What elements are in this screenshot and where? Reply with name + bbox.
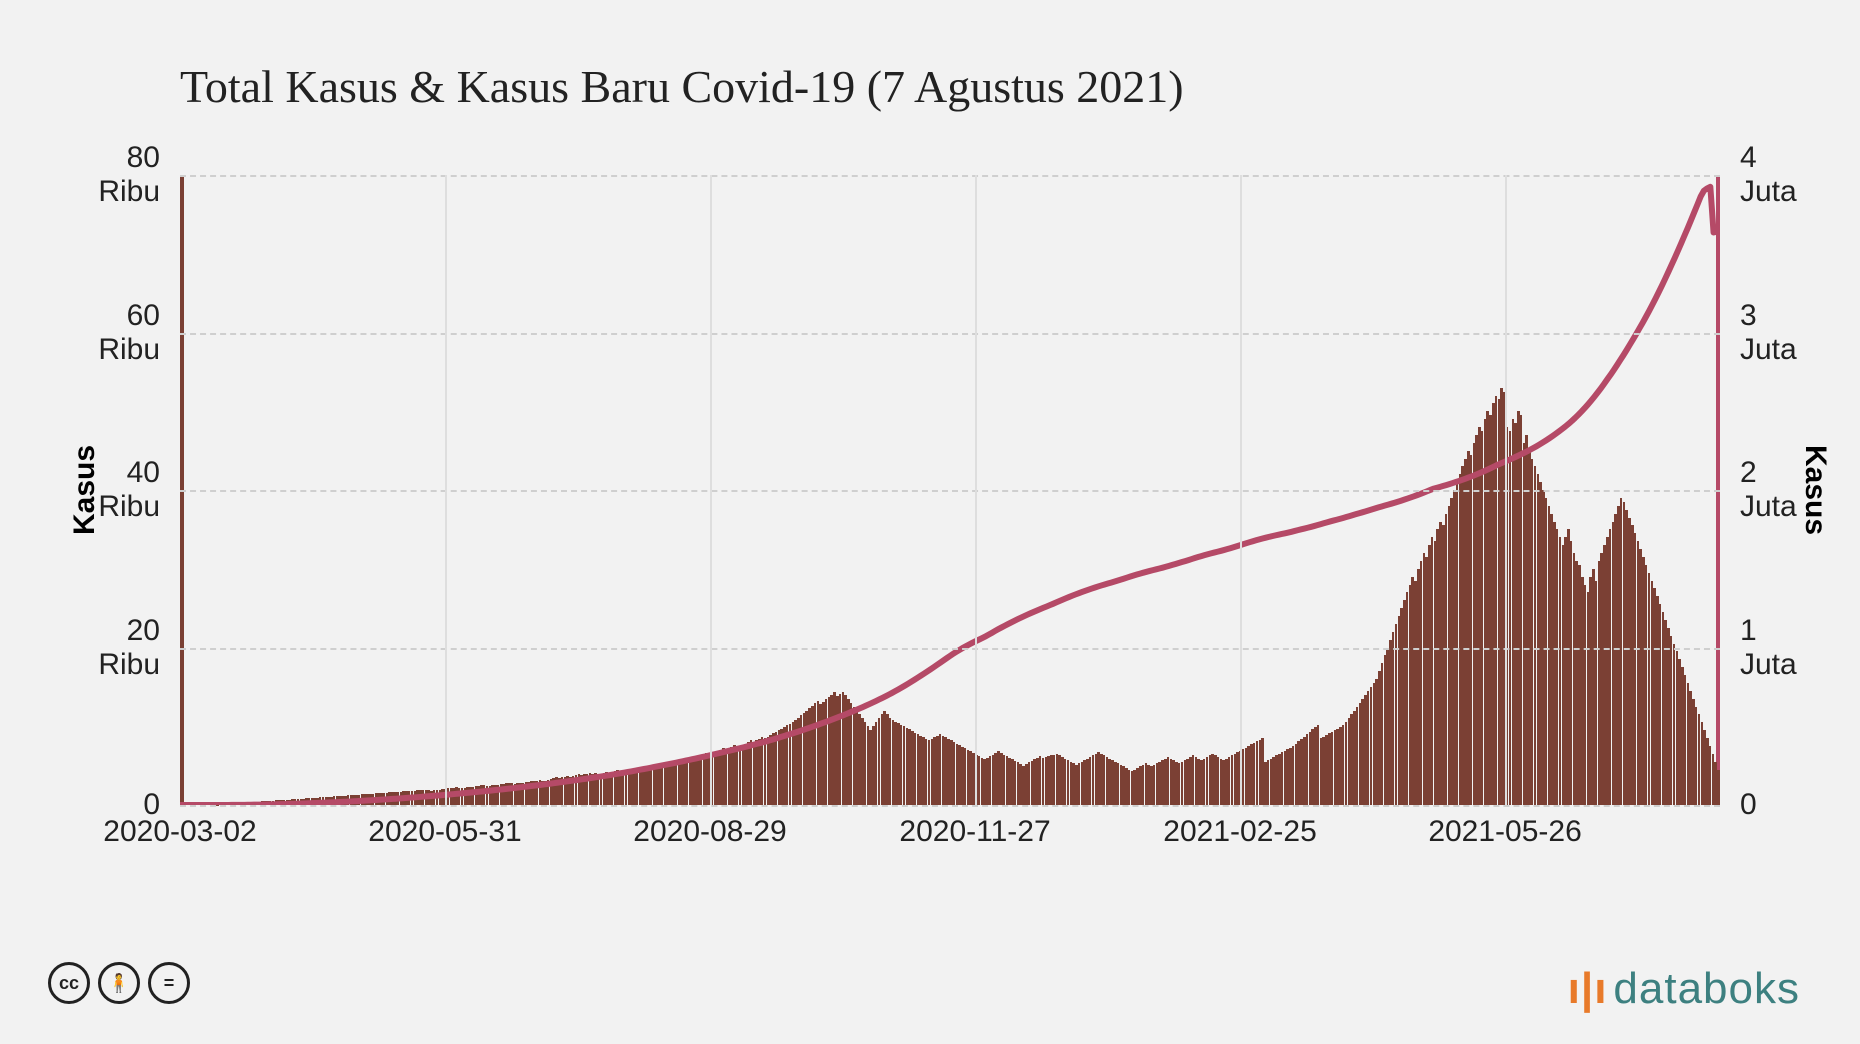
y-left-tick-label: 20 Ribu <box>98 614 160 682</box>
gridline-v <box>710 175 712 805</box>
y-right-axis-title: Kasus <box>1798 445 1832 535</box>
gridline-h <box>180 805 1720 807</box>
gridline-h <box>180 175 1720 177</box>
y-right-tick-label: 3 Juta <box>1740 299 1797 367</box>
gridline-h <box>180 490 1720 492</box>
databoks-logo: ı|ıdataboks <box>1568 964 1800 1014</box>
y-right-tick-label: 1 Juta <box>1740 614 1797 682</box>
gridline-v <box>1505 175 1507 805</box>
x-tick-label: 2020-03-02 <box>103 815 256 849</box>
license-badges: cc 🧍 = <box>48 962 190 1004</box>
gridline-v <box>1240 175 1242 805</box>
y-left-tick-label: 40 Ribu <box>98 456 160 524</box>
plot-area: 020 Ribu40 Ribu60 Ribu80 Ribu01 Juta2 Ju… <box>180 175 1720 805</box>
gridline-h <box>180 333 1720 335</box>
x-tick-label: 2021-02-25 <box>1163 815 1316 849</box>
y-right-tick-label: 4 Juta <box>1740 141 1797 209</box>
x-tick-label: 2020-08-29 <box>633 815 786 849</box>
x-tick-label: 2020-05-31 <box>368 815 521 849</box>
cc-nd-icon: = <box>148 962 190 1004</box>
y-right-tick-label: 0 <box>1740 788 1757 822</box>
gridline-v <box>975 175 977 805</box>
gridline-h <box>180 648 1720 650</box>
y-left-axis-title: Kasus <box>68 445 102 535</box>
cc-icon: cc <box>48 962 90 1004</box>
gridline-v <box>445 175 447 805</box>
cc-by-icon: 🧍 <box>98 962 140 1004</box>
y-left-tick-label: 60 Ribu <box>98 299 160 367</box>
y-right-tick-label: 2 Juta <box>1740 456 1797 524</box>
y-left-tick-label: 80 Ribu <box>98 141 160 209</box>
cumulative-line <box>180 187 1720 805</box>
logo-text: databoks <box>1613 964 1800 1013</box>
x-tick-label: 2020-11-27 <box>899 815 1050 849</box>
x-tick-label: 2021-05-26 <box>1428 815 1581 849</box>
logo-glyph-icon: ı|ı <box>1568 964 1608 1013</box>
chart-area: 020 Ribu40 Ribu60 Ribu80 Ribu01 Juta2 Ju… <box>180 175 1720 805</box>
chart-title: Total Kasus & Kasus Baru Covid-19 (7 Agu… <box>180 60 1184 113</box>
